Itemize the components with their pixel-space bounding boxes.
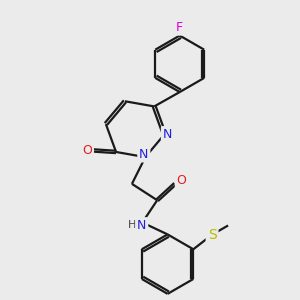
Text: N: N [139,148,148,161]
Text: S: S [208,228,216,242]
Text: N: N [163,128,172,141]
Text: O: O [177,174,187,188]
Text: H: H [128,220,136,230]
Text: N: N [137,219,146,232]
Text: O: O [82,144,92,157]
Text: F: F [176,21,183,34]
